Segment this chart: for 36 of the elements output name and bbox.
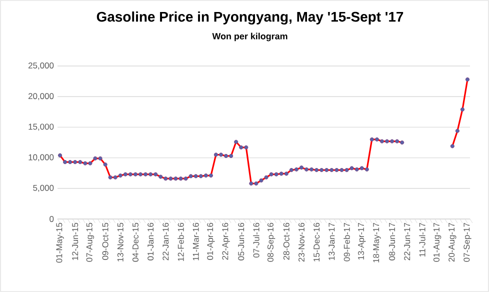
x-tick-label: 08-Sep-16 bbox=[267, 222, 276, 262]
x-tick-label: 01-Jan-16 bbox=[148, 222, 154, 260]
x-tick-label: 01-Aug-17 bbox=[433, 222, 442, 262]
x-tick-label: 20-Aug-17 bbox=[448, 222, 456, 262]
y-tick-label: 10,000 bbox=[28, 154, 54, 162]
y-tick-label: 15,000 bbox=[28, 124, 54, 131]
x-tick-label: 28-Oct-16 bbox=[283, 222, 290, 260]
x-tick-label: 13-Jan-17 bbox=[328, 222, 335, 260]
x-tick-label: 23-Nov-16 bbox=[298, 222, 304, 262]
x-tick-label: 22-Jan-16 bbox=[162, 222, 169, 260]
x-tick-label: 12-Feb-16 bbox=[178, 222, 184, 261]
x-tick-label: 01-May-15 bbox=[56, 222, 64, 263]
chart-title: Gasoline Price in Pyongyang, May '15-Sept '17 bbox=[96, 11, 404, 25]
x-tick-label: 13-Apr-17 bbox=[358, 222, 366, 260]
x-tick-label: 11-Mar-16 bbox=[192, 222, 199, 260]
y-tick-label: 20,000 bbox=[28, 93, 54, 100]
x-tick-label: 05-Jun-16 bbox=[238, 222, 244, 260]
x-tick-label: 07-Jul-16 bbox=[253, 222, 260, 258]
x-tick-label: 08-Jun-17 bbox=[389, 222, 396, 260]
x-tick-label: 09-Oct-15 bbox=[102, 222, 108, 260]
x-tick-label: 12-Jun-15 bbox=[72, 222, 78, 260]
y-tick-label: 25,000 bbox=[28, 62, 54, 70]
chart-subtitle: Won per kilogram bbox=[212, 32, 288, 42]
x-tick-label: 18-May-17 bbox=[373, 222, 381, 262]
x-tick-label: 01-Apr-16 bbox=[207, 222, 215, 260]
x-tick-label: 22-Jun-17 bbox=[404, 222, 410, 260]
y-tick-label: 5,000 bbox=[33, 184, 54, 192]
x-tick-label: 13-Nov-15 bbox=[117, 222, 124, 262]
x-tick-label: 07-Aug-15 bbox=[86, 222, 94, 262]
y-tick-label: 0 bbox=[50, 216, 54, 222]
x-tick-label: 15-Dec-16 bbox=[314, 222, 320, 262]
x-tick-label: 11-Jul-17 bbox=[419, 222, 426, 257]
x-tick-label: 04-Dec-15 bbox=[132, 222, 138, 262]
x-tick-label: 07-Sep-17 bbox=[464, 222, 472, 262]
x-tick-label: 22-Apr-16 bbox=[222, 222, 230, 260]
x-tick-label: 09-Feb-17 bbox=[344, 222, 350, 262]
